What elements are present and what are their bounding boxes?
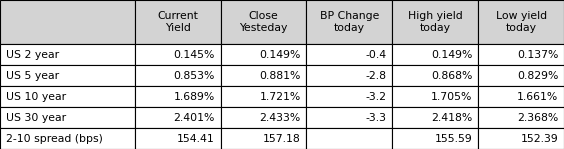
Text: -3.2: -3.2 [365, 91, 387, 101]
Text: BP Change
today: BP Change today [320, 11, 379, 33]
Text: 2.401%: 2.401% [174, 112, 215, 122]
Bar [0, 65, 135, 86]
Text: 0.145%: 0.145% [174, 50, 215, 60]
Bar [135, 65, 221, 86]
Text: US 2 year: US 2 year [6, 50, 59, 60]
Text: Current
Yield: Current Yield [157, 11, 198, 33]
Bar [0, 86, 135, 107]
Bar [478, 86, 564, 107]
Bar [393, 86, 478, 107]
Text: High yield
today: High yield today [408, 11, 462, 33]
Bar [221, 0, 306, 44]
Bar [135, 44, 221, 65]
Text: US 10 year: US 10 year [6, 91, 66, 101]
Text: 155.59: 155.59 [435, 134, 473, 143]
Text: Low yield
today: Low yield today [496, 11, 547, 33]
Text: -2.8: -2.8 [365, 70, 387, 81]
Bar [221, 86, 306, 107]
Text: 2-10 spread (bps): 2-10 spread (bps) [6, 134, 103, 143]
Bar [0, 128, 135, 149]
Bar [221, 44, 306, 65]
Text: 1.661%: 1.661% [517, 91, 558, 101]
Bar [306, 65, 393, 86]
Text: 0.149%: 0.149% [259, 50, 301, 60]
Text: 2.433%: 2.433% [259, 112, 301, 122]
Bar [221, 107, 306, 128]
Bar [393, 44, 478, 65]
Bar [135, 0, 221, 44]
Bar [478, 107, 564, 128]
Bar [393, 65, 478, 86]
Text: 0.137%: 0.137% [517, 50, 558, 60]
Bar [478, 128, 564, 149]
Text: 157.18: 157.18 [263, 134, 301, 143]
Text: 1.689%: 1.689% [174, 91, 215, 101]
Bar [478, 44, 564, 65]
Text: 2.368%: 2.368% [517, 112, 558, 122]
Bar [306, 128, 393, 149]
Bar [393, 107, 478, 128]
Bar [135, 107, 221, 128]
Text: 1.705%: 1.705% [431, 91, 473, 101]
Text: 0.881%: 0.881% [259, 70, 301, 81]
Bar [306, 86, 393, 107]
Bar [135, 86, 221, 107]
Bar [478, 65, 564, 86]
Bar [0, 44, 135, 65]
Bar [135, 128, 221, 149]
Text: -0.4: -0.4 [365, 50, 387, 60]
Text: 152.39: 152.39 [521, 134, 558, 143]
Bar [478, 0, 564, 44]
Text: US 30 year: US 30 year [6, 112, 66, 122]
Text: 0.853%: 0.853% [174, 70, 215, 81]
Text: 2.418%: 2.418% [431, 112, 473, 122]
Bar [393, 128, 478, 149]
Bar [306, 44, 393, 65]
Bar [0, 0, 135, 44]
Text: 1.721%: 1.721% [259, 91, 301, 101]
Bar [221, 65, 306, 86]
Text: US 5 year: US 5 year [6, 70, 59, 81]
Bar [306, 0, 393, 44]
Text: 0.829%: 0.829% [517, 70, 558, 81]
Bar [393, 0, 478, 44]
Bar [221, 128, 306, 149]
Text: 0.868%: 0.868% [431, 70, 473, 81]
Text: -3.3: -3.3 [365, 112, 387, 122]
Text: Close
Yesteday: Close Yesteday [239, 11, 288, 33]
Text: 0.149%: 0.149% [431, 50, 473, 60]
Text: 154.41: 154.41 [177, 134, 215, 143]
Bar [0, 107, 135, 128]
Bar [306, 107, 393, 128]
